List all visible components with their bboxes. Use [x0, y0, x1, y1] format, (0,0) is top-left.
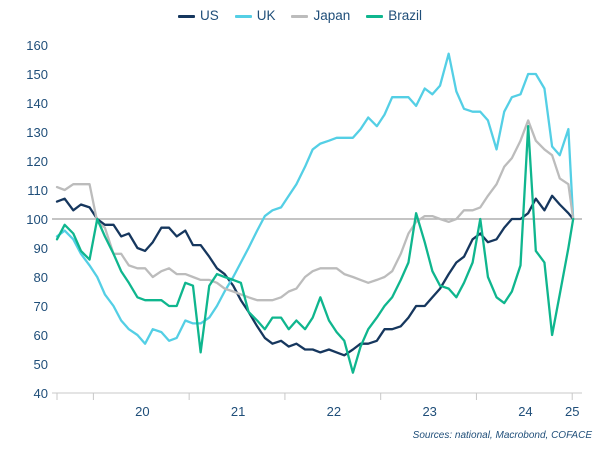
y-tick-110: 110 — [27, 183, 48, 198]
y-tick-150: 150 — [26, 67, 48, 82]
y-tick-90: 90 — [33, 241, 48, 256]
legend-label-us: US — [199, 8, 219, 24]
legend-item-brazil: Brazil — [366, 9, 422, 23]
y-tick-40: 40 — [33, 386, 48, 401]
y-tick-160: 160 — [26, 38, 48, 53]
y-tick-100: 100 — [26, 212, 48, 227]
legend-item-japan: Japan — [291, 9, 350, 23]
y-tick-50: 50 — [33, 357, 48, 372]
legend-swatch-us — [177, 14, 195, 18]
y-tick-120: 120 — [26, 154, 48, 169]
x-tick-23: 23 — [422, 404, 437, 419]
y-tick-60: 60 — [33, 328, 48, 343]
y-tick-70: 70 — [33, 299, 48, 314]
legend-label-uk: UK — [256, 8, 276, 24]
source-note: Sources: national, Macrobond, COFACE — [412, 430, 592, 441]
legend-label-japan: Japan — [313, 8, 351, 24]
chart-legend: US UK Japan Brazil — [0, 4, 600, 28]
y-tick-130: 130 — [26, 125, 48, 140]
x-tick-24: 24 — [518, 404, 533, 419]
x-tick-25: 25 — [564, 404, 580, 419]
series-line-japan — [55, 119, 575, 302]
series-line-brazil — [55, 125, 575, 374]
legend-swatch-uk — [234, 14, 252, 18]
x-tick-21: 21 — [230, 404, 246, 419]
series-line-us — [55, 194, 575, 357]
legend-item-uk: UK — [234, 8, 276, 24]
x-tick-20: 20 — [135, 404, 150, 419]
axis-lines — [52, 392, 582, 400]
y-tick-80: 80 — [33, 270, 48, 285]
series-line-uk — [55, 52, 575, 345]
data-series-group — [55, 52, 575, 374]
legend-swatch-japan — [291, 14, 309, 18]
x-tick-22: 22 — [326, 404, 342, 419]
legend-label-brazil: Brazil — [388, 8, 423, 24]
legend-item-us: US — [177, 8, 219, 24]
y-tick-140: 140 — [26, 96, 48, 111]
legend-swatch-brazil — [366, 14, 384, 18]
